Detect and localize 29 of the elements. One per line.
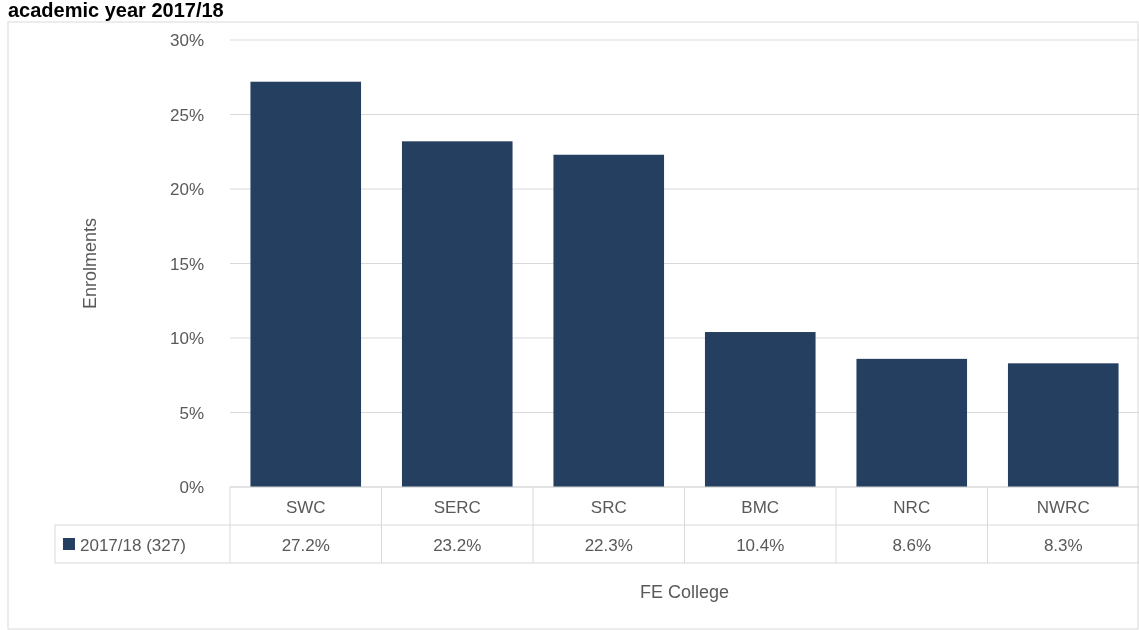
y-tick-label: 10% <box>169 329 204 348</box>
legend-label: 2017/18 (327) <box>80 536 186 555</box>
x-tick-label: BMC <box>741 498 780 517</box>
bar <box>553 154 665 487</box>
data-label: 8.6% <box>892 536 932 555</box>
data-label: 22.3% <box>584 536 633 555</box>
y-tick-label: 5% <box>179 403 204 423</box>
y-axis-title: Enrolments <box>80 217 100 310</box>
y-tick-label: 0% <box>179 478 204 497</box>
x-tick-label: SERC <box>433 498 481 517</box>
y-tick-label: 30% <box>169 31 204 50</box>
x-tick-label: SWC <box>285 498 326 517</box>
bar <box>704 332 816 487</box>
data-label: 8.3% <box>1043 536 1083 555</box>
x-axis-title: FE College <box>639 582 730 602</box>
chart-title: academic year 2017/18 <box>8 0 224 21</box>
x-tick-label: NWRC <box>1036 498 1090 517</box>
bar <box>1007 363 1119 487</box>
bar <box>401 141 513 487</box>
data-label: 27.2% <box>281 536 330 555</box>
data-label: 10.4% <box>736 536 785 555</box>
data-label: 23.2% <box>433 536 482 555</box>
y-tick-label: 20% <box>169 180 204 199</box>
bar <box>250 81 362 487</box>
y-tick-label: 15% <box>169 254 204 274</box>
bar <box>856 358 968 487</box>
x-tick-label: NRC <box>893 498 931 517</box>
x-tick-label: SRC <box>590 498 627 517</box>
y-tick-label: 25% <box>169 105 204 125</box>
